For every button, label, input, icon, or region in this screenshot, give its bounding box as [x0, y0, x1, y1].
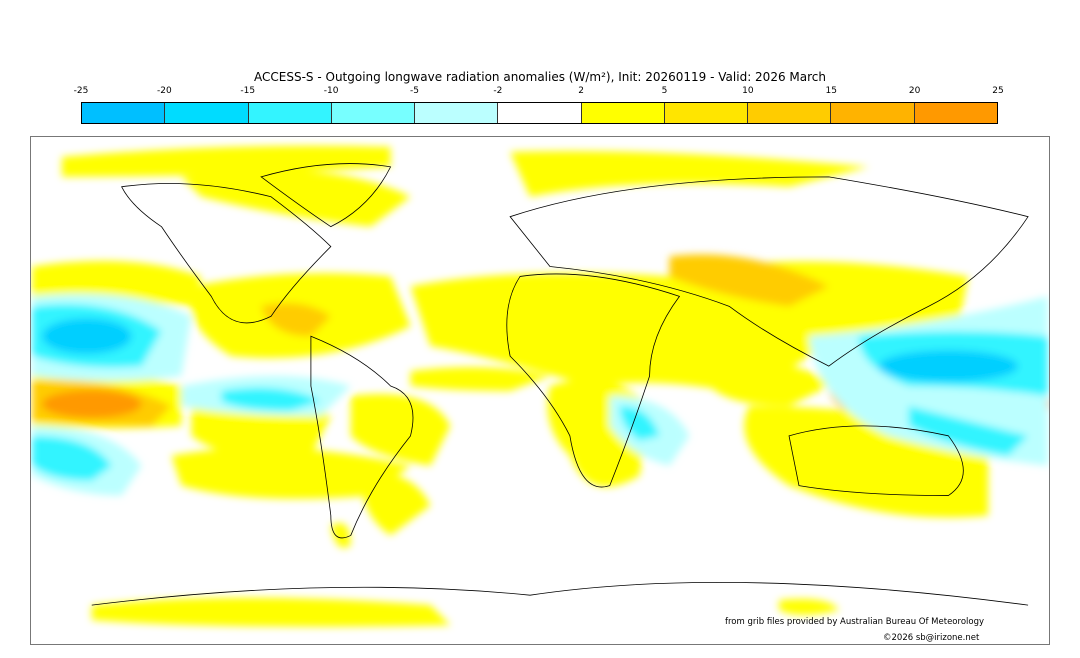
strong-negative-anomaly-regions [41, 318, 1019, 383]
ola-anomaly-map [30, 136, 1050, 645]
colorbar-tick-label: -2 [493, 86, 503, 96]
copyright-credit: ©2026 sb@irizone.net [883, 633, 980, 643]
colorbar-segment [664, 103, 749, 123]
coastlines [91, 163, 1029, 606]
colorbar-tick-label: -20 [157, 86, 172, 96]
colorbar-tick-label: -15 [240, 86, 256, 96]
colorbar-tick-label: -5 [409, 86, 419, 96]
colorbar-tick-label: 5 [661, 86, 668, 96]
colorbar-segment [331, 103, 416, 123]
colorbar-segment [914, 103, 997, 123]
colorbar-tick-label: 10 [742, 86, 754, 96]
colorbar-segment [831, 103, 915, 123]
colorbar-segment [581, 103, 665, 123]
colorbar-tick-label: 15 [825, 86, 837, 96]
colorbar-tick-label: 20 [908, 86, 921, 96]
colorbar-tick-label: -25 [73, 86, 89, 96]
colorbar-legend [81, 102, 998, 124]
colorbar-segment [415, 103, 499, 123]
colorbar-segment [165, 103, 249, 123]
colorbar-segment [748, 103, 832, 123]
map-title: ACCESS-S - Outgoing longwave radiation a… [254, 70, 826, 84]
colorbar-tick-label: 2 [578, 86, 585, 96]
colorbar-segment [498, 103, 582, 123]
colorbar-segment [248, 103, 332, 123]
colorbar-segment [82, 103, 166, 123]
colorbar-tick-label: 25 [992, 86, 1004, 96]
data-source-credit: from grib files provided by Australian B… [725, 617, 985, 627]
colorbar-tick-label: -10 [323, 86, 339, 96]
